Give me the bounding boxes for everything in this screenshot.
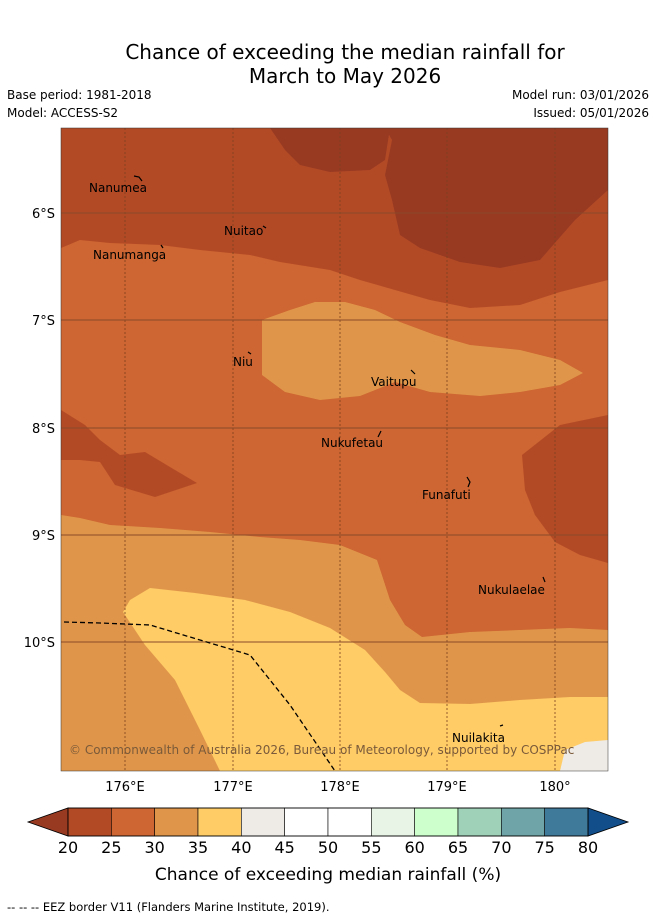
lat-tick-label: 9°S (32, 529, 55, 544)
colorbar-bin (111, 807, 155, 837)
colorbar-bin (544, 807, 589, 837)
lat-tick-label: 7°S (32, 314, 55, 329)
lon-tick-label: 179°E (427, 780, 467, 795)
colorbar-low-extension (26, 807, 69, 837)
issued-date: Issued: 05/01/2026 (533, 106, 649, 120)
colorbar-bin (284, 807, 329, 837)
colorbar-title: Chance of exceeding median rainfall (%) (155, 865, 501, 885)
colorbar-bin (414, 807, 459, 837)
lat-axis: 6°S 7°S 8°S 9°S 10°S (24, 207, 55, 651)
lat-tick-label: 6°S (32, 207, 55, 222)
colorbar-tick-label: 40 (231, 838, 251, 857)
colorbar-tick-label: 35 (188, 838, 208, 857)
colorbar-tick-label: 25 (101, 838, 121, 857)
lon-tick-label: 180° (539, 780, 570, 795)
island-shapes (133, 175, 546, 727)
colorbar-bin (457, 807, 502, 837)
gridlines-lon (124, 128, 556, 771)
map-area: Nanumea Nuitao Nanumanga Niu Vaitupu Nuk… (61, 128, 608, 771)
lon-tick-label: 178°E (320, 780, 360, 795)
eez-border-line (63, 621, 336, 771)
colorbar-bin (67, 807, 112, 837)
colorbar: 20 25 30 35 40 45 50 55 60 65 70 75 80 Chance of exc… (26, 807, 630, 885)
colorbar-tick-label: 70 (491, 838, 511, 857)
lon-tick-label: 177°E (213, 780, 253, 795)
region-20pct-top (270, 128, 390, 172)
colorbar-tick-label: 45 (274, 838, 294, 857)
region-45pct (560, 740, 608, 771)
colorbar-tick-label: 30 (144, 838, 164, 857)
colorbar-bin (371, 807, 415, 837)
lon-tick-label: 176°E (105, 780, 145, 795)
colorbar-bin (327, 807, 372, 837)
colorbar-tick-label: 20 (58, 838, 78, 857)
place-nukulaelae: Nukulaelae (478, 583, 545, 597)
eez-legend-note: -- -- -- EEZ border V11 (Flanders Marine… (7, 900, 330, 914)
model-name: Model: ACCESS-S2 (7, 106, 119, 120)
colorbar-bin (197, 807, 242, 837)
lon-axis: 176°E 177°E 178°E 179°E 180° (105, 780, 570, 795)
place-nanumea: Nanumea (89, 181, 147, 195)
gridlines-lat (61, 212, 608, 643)
colorbar-high-extension (587, 807, 630, 837)
region-25pct-east (522, 415, 608, 563)
title-line-1: Chance of exceeding the median rainfall … (125, 40, 565, 64)
region-35pct-central (262, 302, 583, 400)
place-nuitao: Nuitao (224, 224, 263, 238)
copyright-notice: © Commonwealth of Australia 2026, Bureau… (69, 743, 574, 757)
colorbar-bin (154, 807, 199, 837)
place-nanumanga: Nanumanga (93, 248, 166, 262)
map-frame (60, 127, 609, 772)
place-vaitupu: Vaitupu (371, 375, 417, 389)
colorbar-tick-label: 75 (534, 838, 554, 857)
region-25pct-west (61, 410, 197, 497)
chart-title: Chance of exceeding the median rainfall … (0, 40, 655, 88)
place-funafuti: Funafuti (422, 488, 471, 502)
colorbar-tick-label: 55 (361, 838, 381, 857)
place-nukufetau: Nukufetau (321, 436, 383, 450)
title-line-2: March to May 2026 (248, 64, 442, 88)
colorbar-tick-label: 65 (448, 838, 468, 857)
colorbar-bin (501, 807, 545, 837)
colorbar-tick-label: 60 (404, 838, 424, 857)
place-niu: Niu (233, 355, 253, 369)
colorbar-tick-label: 80 (578, 838, 598, 857)
lat-tick-label: 10°S (24, 636, 55, 651)
region-20pct-east (385, 128, 608, 268)
lat-tick-label: 8°S (32, 422, 55, 437)
colorbar-frame (67, 807, 589, 837)
colorbar-tick-label: 50 (318, 838, 338, 857)
base-period: Base period: 1981-2018 (7, 88, 152, 102)
colorbar-bin (241, 807, 285, 837)
region-40pct (123, 588, 608, 771)
place-labels: Nanumea Nuitao Nanumanga Niu Vaitupu Nuk… (89, 181, 545, 745)
place-nuilakita: Nuilakita (452, 731, 505, 745)
model-run: Model run: 03/01/2026 (511, 88, 649, 102)
